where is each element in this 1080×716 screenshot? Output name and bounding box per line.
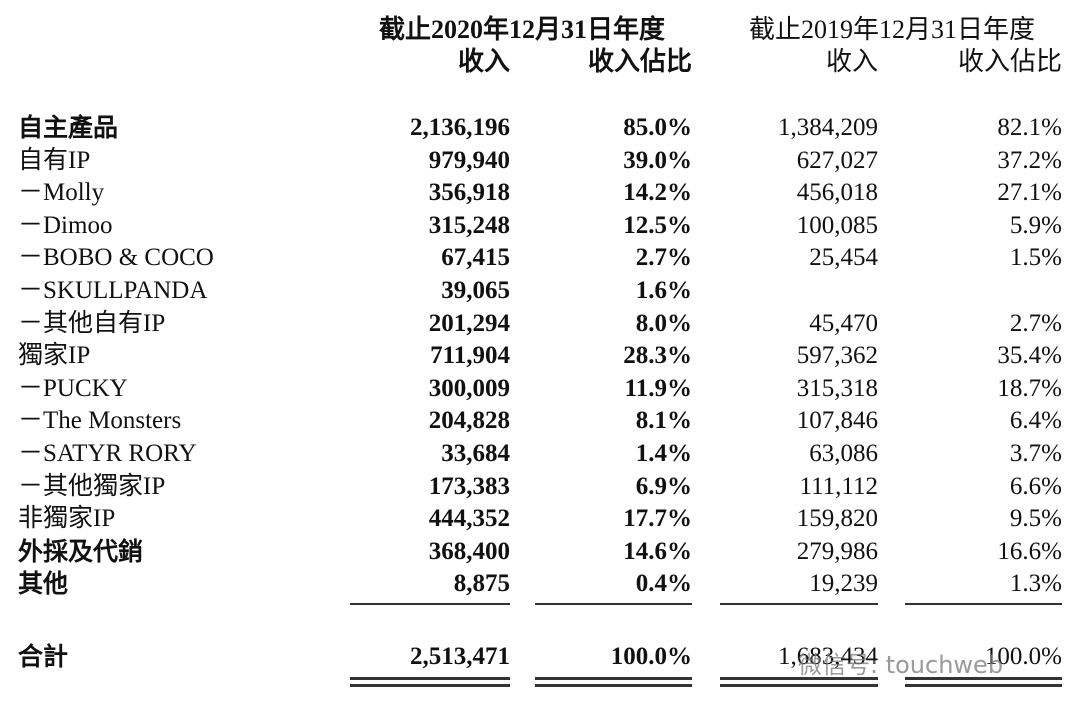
cell: 28.3% xyxy=(623,342,692,370)
cell: 204,828 xyxy=(428,407,510,435)
cell: 300,009 xyxy=(428,374,510,402)
cell: 8,875 xyxy=(453,570,510,598)
cell: 6.4% xyxy=(1009,407,1062,435)
cell: 9.5% xyxy=(1009,505,1062,533)
cell: 315,248 xyxy=(428,211,510,239)
cell: 1.4% xyxy=(635,440,692,467)
cell: 82.1% xyxy=(997,114,1062,141)
cell: 8.1% xyxy=(635,407,692,435)
cell: 444,352 xyxy=(428,505,510,533)
row-label: －BOBO & COCO xyxy=(18,244,214,272)
rule xyxy=(535,603,692,605)
row-label: 自主產品 xyxy=(18,113,119,142)
cell: 111,112 xyxy=(799,472,878,500)
rule xyxy=(350,603,510,605)
cell: 6.6% xyxy=(1009,472,1062,500)
cell: 100.0% xyxy=(610,643,692,670)
cell: 33,684 xyxy=(441,440,510,467)
row-label: －The Monsters xyxy=(18,407,182,435)
row-label: 獨家IP xyxy=(18,342,91,370)
cell: 2,513,471 xyxy=(410,643,510,670)
rule xyxy=(720,603,878,605)
cell: 19,239 xyxy=(809,570,878,598)
cell: 39,065 xyxy=(441,277,510,304)
cell: 368,400 xyxy=(428,537,510,565)
row-label: －SKULLPANDA xyxy=(18,277,208,304)
column-group-header: 截止2019年12月31日年度 xyxy=(748,15,1035,44)
cell: 107,846 xyxy=(796,407,878,435)
cell: 627,027 xyxy=(796,146,878,174)
cell: 1,683,434 xyxy=(778,643,878,670)
cell: 279,986 xyxy=(796,537,878,565)
row-label: 自有IP xyxy=(18,146,91,174)
cell: 35.4% xyxy=(997,342,1062,370)
cell: 456,018 xyxy=(796,179,878,207)
cell: 14.6% xyxy=(623,537,692,565)
cell: 18.7% xyxy=(997,374,1062,402)
watermark: 微信号: touchweb xyxy=(798,651,1004,679)
cell: 201,294 xyxy=(428,309,510,337)
cell: 6.9% xyxy=(635,472,692,500)
rule xyxy=(905,677,1062,680)
cell: 45,470 xyxy=(809,309,878,337)
column-header: 收入佔比 xyxy=(587,47,692,76)
row-label: －PUCKY xyxy=(18,374,128,402)
rule xyxy=(905,603,1062,605)
cell: 16.6% xyxy=(997,537,1062,565)
cell: 159,820 xyxy=(796,505,878,533)
row-label: 外採及代銷 xyxy=(18,536,144,566)
cell: 37.2% xyxy=(997,146,1062,174)
cell: 356,918 xyxy=(428,179,510,207)
column-header: 收入 xyxy=(457,47,510,76)
cell: 979,940 xyxy=(428,146,510,174)
cell: 100,085 xyxy=(796,211,878,239)
cell: 1,384,209 xyxy=(778,114,878,141)
cell: 2.7% xyxy=(1009,309,1062,337)
cell: 67,415 xyxy=(441,244,510,272)
row-label: －其他自有IP xyxy=(18,309,166,337)
column-header: 收入 xyxy=(825,47,878,76)
cell: 17.7% xyxy=(623,505,692,533)
row-label: －其他獨家IP xyxy=(18,472,166,500)
column-group-header: 截止2020年12月31日年度 xyxy=(378,15,665,44)
cell: 2.7% xyxy=(635,244,692,272)
cell: 11.9% xyxy=(624,374,692,402)
cell: 63,086 xyxy=(809,440,878,467)
cell: 173,383 xyxy=(428,472,510,500)
cell: 12.5% xyxy=(623,211,692,239)
row-label: －SATYR RORY xyxy=(18,440,197,467)
row-label: 其他 xyxy=(18,569,69,599)
row-label: －Dimoo xyxy=(18,211,113,239)
rule xyxy=(535,684,692,687)
rule xyxy=(720,684,878,687)
rule xyxy=(350,677,510,680)
cell: 711,904 xyxy=(430,342,510,370)
rule xyxy=(905,684,1062,687)
cell: 597,362 xyxy=(796,342,878,370)
cell: 27.1% xyxy=(997,179,1062,207)
cell: 0.4% xyxy=(635,570,692,598)
rule xyxy=(720,677,878,680)
cell: 8.0% xyxy=(635,309,692,337)
row-label: －Molly xyxy=(18,179,105,207)
column-header: 收入佔比 xyxy=(957,47,1062,76)
cell: 14.2% xyxy=(623,179,692,207)
cell: 5.9% xyxy=(1009,211,1062,239)
cell: 1.5% xyxy=(1009,244,1062,272)
cell: 315,318 xyxy=(796,374,878,402)
cell: 100.0% xyxy=(984,643,1062,670)
rule xyxy=(350,684,510,687)
row-label: 合計 xyxy=(18,642,69,671)
cell: 3.7% xyxy=(1009,440,1062,467)
row-label: 非獨家IP xyxy=(18,505,116,533)
cell: 2,136,196 xyxy=(410,114,510,141)
cell: 85.0% xyxy=(623,114,692,141)
cell: 39.0% xyxy=(623,146,692,174)
cell: 1.3% xyxy=(1009,570,1062,598)
cell: 1.6% xyxy=(635,277,692,304)
cell: 25,454 xyxy=(809,244,878,272)
rule xyxy=(535,677,692,680)
